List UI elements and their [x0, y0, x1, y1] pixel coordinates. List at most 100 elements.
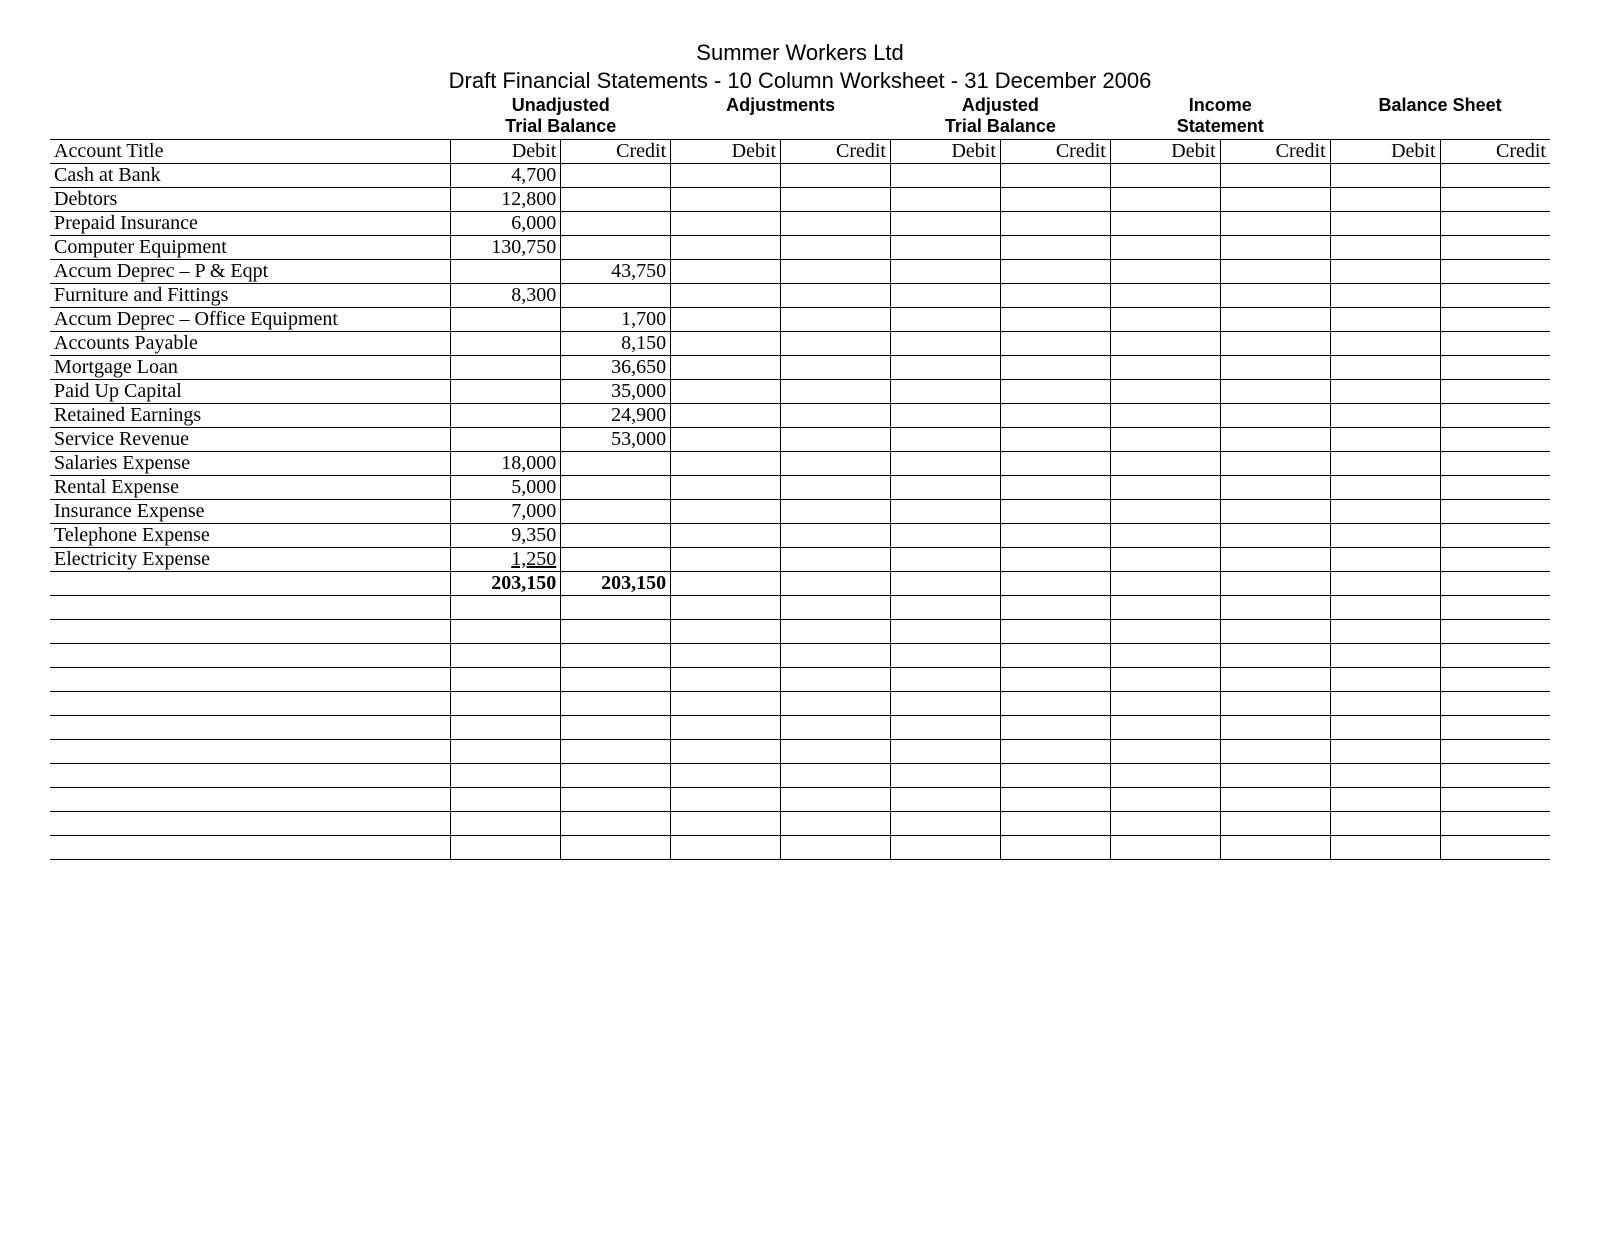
- cell-empty: [781, 355, 891, 379]
- utb-debit: [451, 403, 561, 427]
- blank-cell: [451, 619, 561, 643]
- cell-empty: [1220, 235, 1330, 259]
- cell-empty: [671, 523, 781, 547]
- blank-row: [50, 715, 1550, 739]
- blank-cell: [1220, 643, 1330, 667]
- blank-cell: [1440, 787, 1550, 811]
- cell-empty: [1330, 403, 1440, 427]
- account-title: Service Revenue: [50, 427, 451, 451]
- table-row: Prepaid Insurance6,000: [50, 211, 1550, 235]
- totals-row: 203,150203,150: [50, 571, 1550, 595]
- cell-empty: [1220, 283, 1330, 307]
- column-subheader-row: Account TitleDebitCreditDebitCreditDebit…: [50, 139, 1550, 163]
- blank-cell: [891, 811, 1001, 835]
- blank-cell: [561, 619, 671, 643]
- table-row: Retained Earnings24,900: [50, 403, 1550, 427]
- blank-account: [50, 715, 451, 739]
- account-title: Computer Equipment: [50, 235, 451, 259]
- blank-cell: [781, 619, 891, 643]
- cell-empty: [671, 499, 781, 523]
- blank-cell: [671, 787, 781, 811]
- blank-cell: [451, 595, 561, 619]
- blank-row: [50, 643, 1550, 667]
- cell-empty: [1330, 547, 1440, 571]
- worksheet-body: Account TitleDebitCreditDebitCreditDebit…: [50, 139, 1550, 859]
- blank-cell: [561, 643, 671, 667]
- cell-empty: [1110, 307, 1220, 331]
- cell-empty: [781, 331, 891, 355]
- blank-account: [50, 619, 451, 643]
- cell-empty: [781, 187, 891, 211]
- account-title: Accum Deprec – Office Equipment: [50, 307, 451, 331]
- group-income-1: Income: [1110, 94, 1330, 117]
- blank-cell: [451, 667, 561, 691]
- blank-cell: [451, 763, 561, 787]
- blank-cell: [451, 715, 561, 739]
- blank-cell: [1330, 835, 1440, 859]
- cell-empty: [1000, 187, 1110, 211]
- blank-cell: [451, 811, 561, 835]
- cell-empty: [671, 235, 781, 259]
- utb-credit: 1,700: [561, 307, 671, 331]
- blank-cell: [1440, 619, 1550, 643]
- blank-cell: [671, 715, 781, 739]
- blank-cell: [1110, 835, 1220, 859]
- cell-empty: [891, 187, 1001, 211]
- table-row: Electricity Expense1,250: [50, 547, 1550, 571]
- cell-empty: [1110, 523, 1220, 547]
- subheader-debit-3: Debit: [1110, 139, 1220, 163]
- blank-row: [50, 691, 1550, 715]
- blank-account: [50, 835, 451, 859]
- group-adjustments-1: Adjustments: [671, 94, 891, 117]
- blank-cell: [1110, 715, 1220, 739]
- blank-cell: [1330, 595, 1440, 619]
- cell-empty: [671, 427, 781, 451]
- table-row: Cash at Bank4,700: [50, 163, 1550, 187]
- utb-credit: [561, 163, 671, 187]
- utb-credit: 24,900: [561, 403, 671, 427]
- cell-empty: [1000, 283, 1110, 307]
- blank-cell: [1000, 667, 1110, 691]
- blank-cell: [1220, 763, 1330, 787]
- blank-cell: [671, 835, 781, 859]
- subheader-credit-1: Credit: [781, 139, 891, 163]
- table-row: Furniture and Fittings8,300: [50, 283, 1550, 307]
- cell-empty: [781, 475, 891, 499]
- blank-cell: [1000, 739, 1110, 763]
- totals-empty: [1220, 571, 1330, 595]
- blank-cell: [1000, 595, 1110, 619]
- table-row: Telephone Expense9,350: [50, 523, 1550, 547]
- cell-empty: [1440, 331, 1550, 355]
- blank-cell: [891, 691, 1001, 715]
- blank-cell: [1110, 619, 1220, 643]
- cell-empty: [781, 259, 891, 283]
- blank-cell: [891, 787, 1001, 811]
- cell-empty: [1440, 451, 1550, 475]
- blank-cell: [1330, 643, 1440, 667]
- cell-empty: [1220, 307, 1330, 331]
- cell-empty: [1440, 235, 1550, 259]
- utb-credit: [561, 451, 671, 475]
- account-title: Mortgage Loan: [50, 355, 451, 379]
- blank-cell: [1110, 811, 1220, 835]
- account-title: Prepaid Insurance: [50, 211, 451, 235]
- blank-cell: [561, 835, 671, 859]
- cell-empty: [1000, 235, 1110, 259]
- account-title: Telephone Expense: [50, 523, 451, 547]
- utb-credit: [561, 187, 671, 211]
- cell-empty: [781, 211, 891, 235]
- blank-cell: [1330, 715, 1440, 739]
- blank-cell: [891, 739, 1001, 763]
- blank-cell: [891, 595, 1001, 619]
- cell-empty: [891, 307, 1001, 331]
- cell-empty: [1220, 403, 1330, 427]
- cell-empty: [781, 427, 891, 451]
- account-title: Electricity Expense: [50, 547, 451, 571]
- utb-debit: [451, 307, 561, 331]
- utb-debit: [451, 355, 561, 379]
- utb-debit: [451, 259, 561, 283]
- blank-cell: [1440, 667, 1550, 691]
- cell-empty: [1000, 547, 1110, 571]
- utb-credit: [561, 283, 671, 307]
- cell-empty: [1330, 211, 1440, 235]
